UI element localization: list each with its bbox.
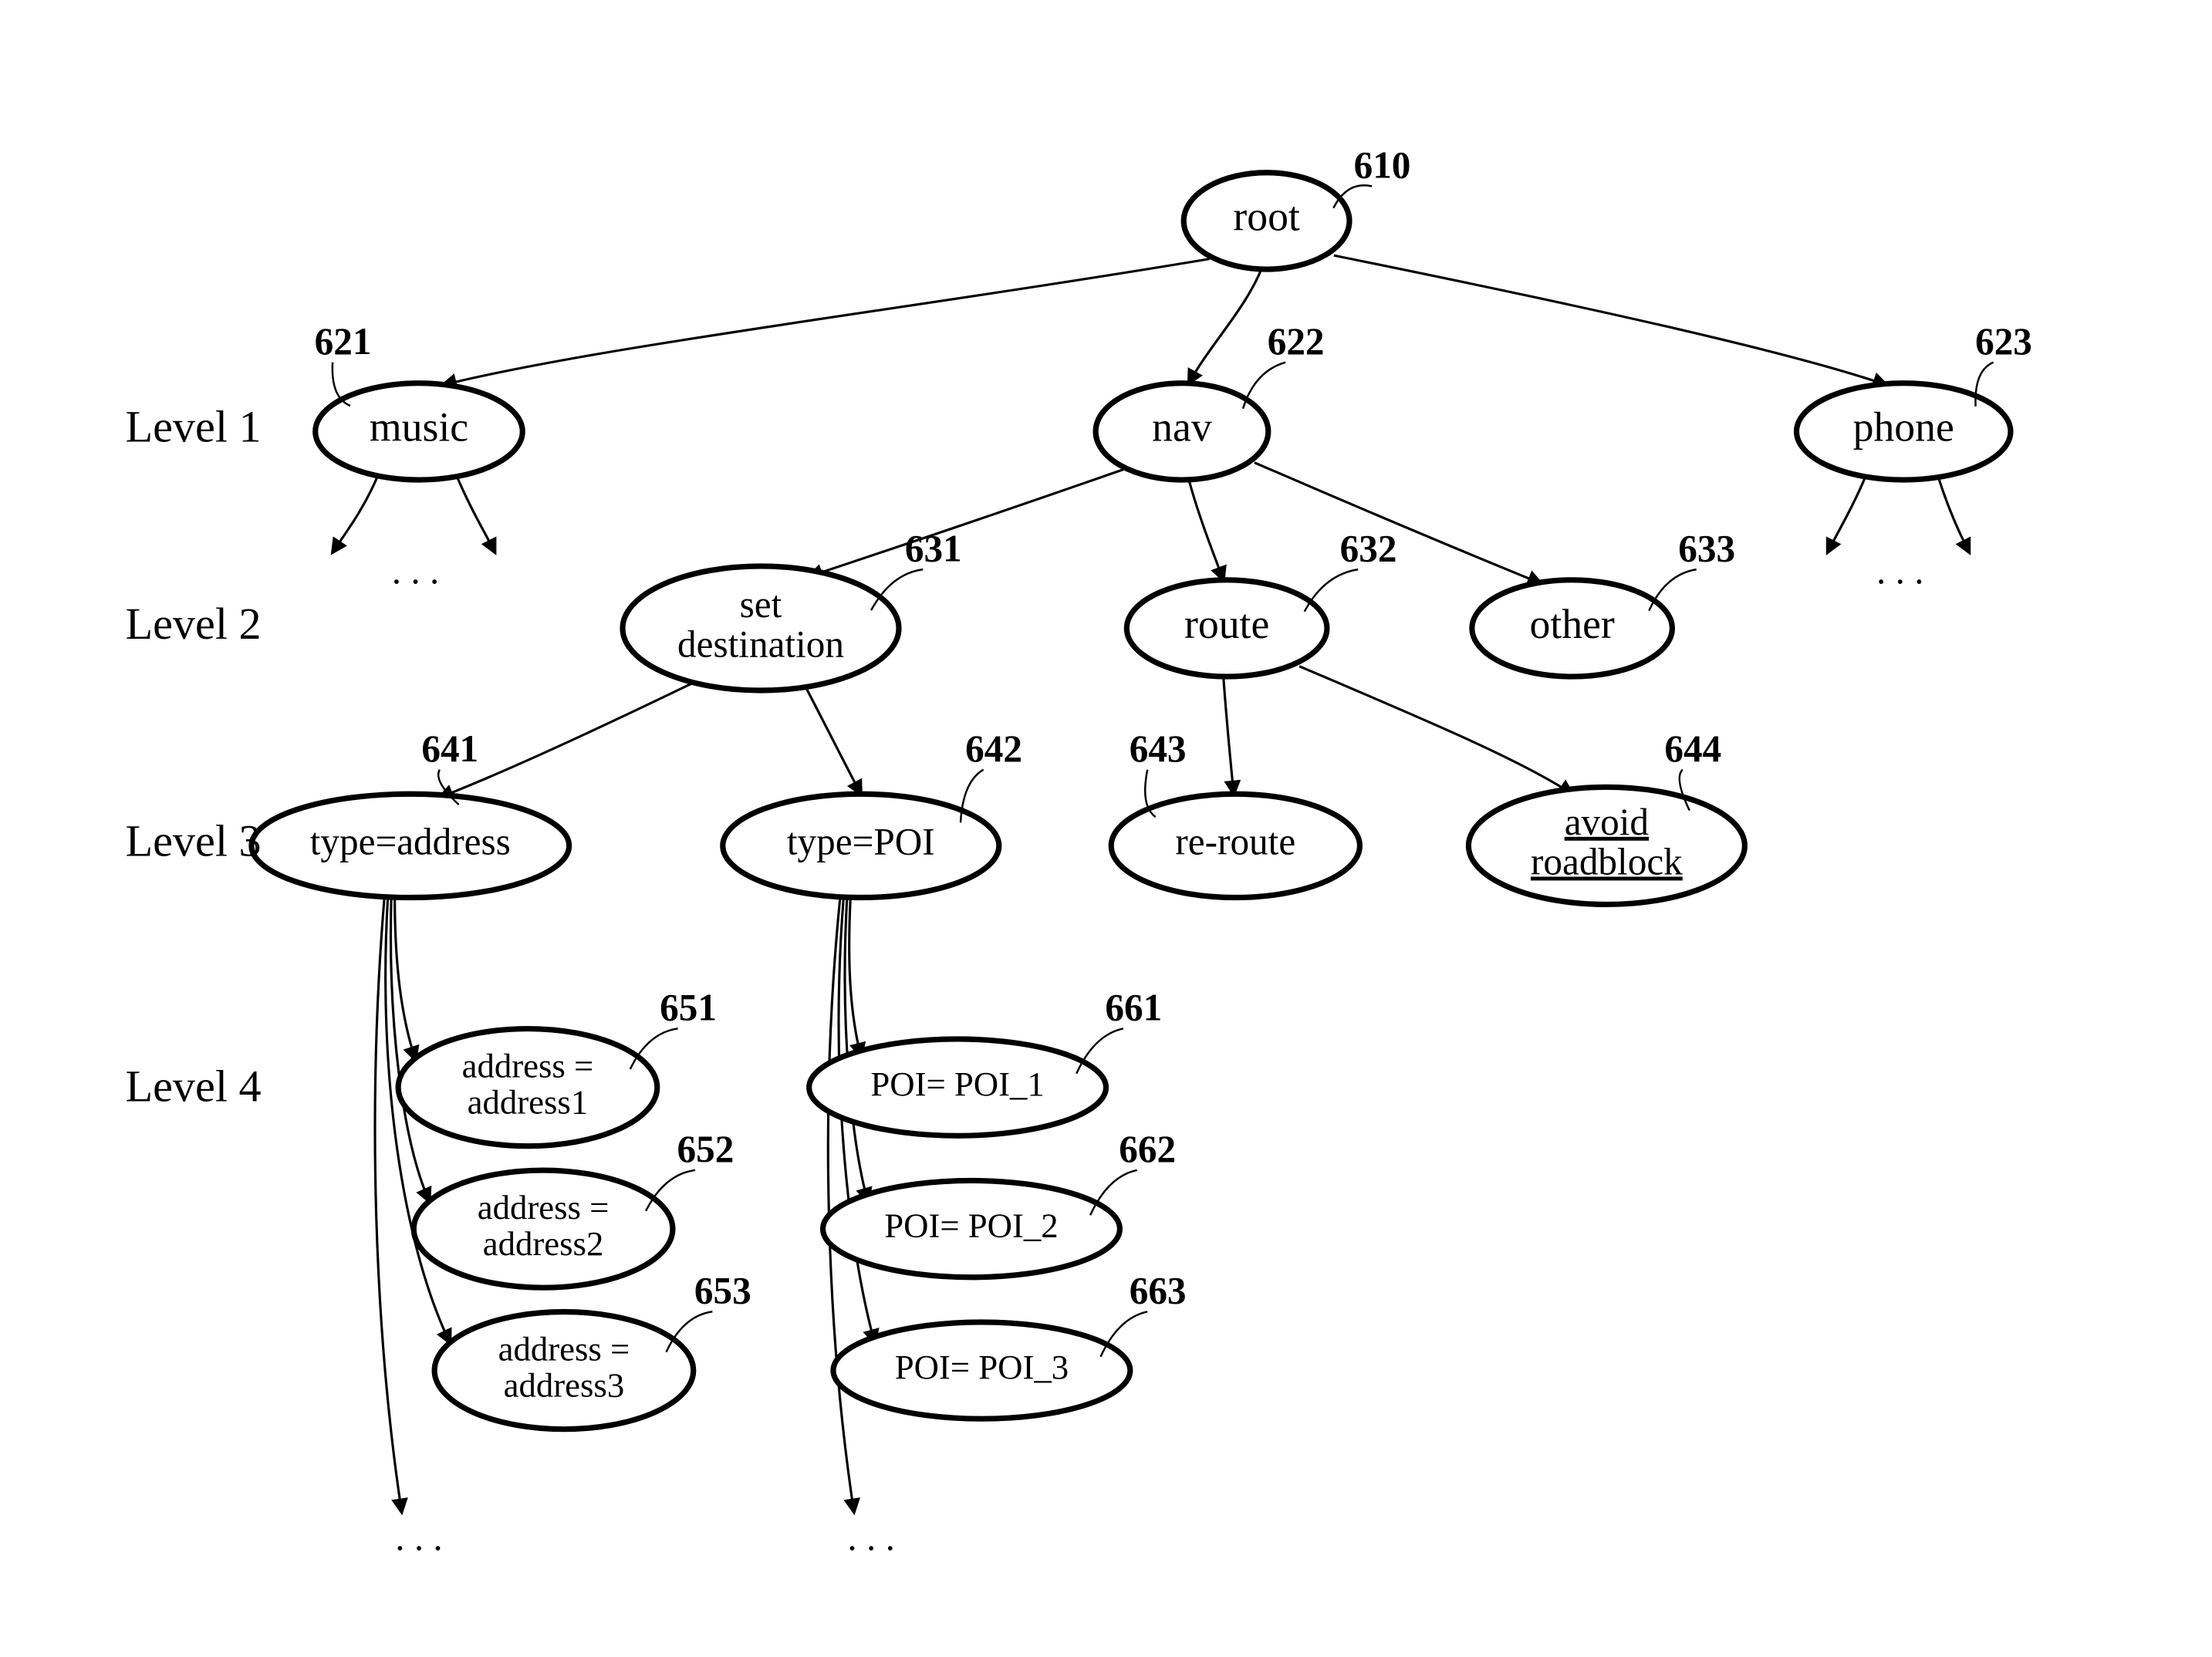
node-addr1-label-0: address = [462, 1046, 594, 1085]
ref-651: 651 [660, 986, 717, 1028]
node-route: route [1126, 580, 1327, 677]
node-poi2-label-0: POI= POI_2 [884, 1206, 1058, 1244]
edge-music-dots-l [333, 477, 377, 552]
ref-641: 641 [421, 727, 478, 770]
level-3: Level 3 [126, 816, 262, 866]
ellipsis-2: . . . [395, 1516, 443, 1558]
node-poi2: POI= POI_2 [823, 1180, 1120, 1277]
edge-setdest-tpoi [805, 687, 861, 795]
node-poi3: POI= POI_3 [833, 1322, 1130, 1419]
ellipsis-1: . . . [1876, 549, 1924, 592]
node-taddr: type=address [252, 794, 569, 897]
edge-nav-route [1189, 480, 1224, 580]
node-phone-label-0: phone [1853, 404, 1954, 451]
node-setdest: setdestination [623, 566, 899, 690]
node-root: root [1184, 173, 1349, 269]
node-addr2: address =address2 [414, 1170, 673, 1287]
node-music: music [316, 383, 522, 480]
node-setdest-label-0: set [740, 583, 782, 626]
node-avoid-label-0: avoid [1565, 801, 1650, 843]
node-taddr-label-0: type=address [310, 821, 511, 863]
ref-643: 643 [1130, 727, 1187, 770]
edge-tpoi-poi1 [849, 898, 861, 1057]
level-4: Level 4 [126, 1061, 262, 1111]
ref-661: 661 [1105, 986, 1162, 1028]
ellipsis-3: . . . [847, 1516, 895, 1558]
edge-music-dots-r [457, 477, 495, 552]
nodes: root music nav phone setdestination route othe… [252, 173, 2011, 1429]
node-addr1: address =address1 [398, 1029, 657, 1146]
ref-610: 610 [1354, 144, 1411, 187]
ref-663: 663 [1130, 1269, 1187, 1311]
node-addr3-label-0: address = [498, 1329, 630, 1368]
node-route-label-0: route [1184, 601, 1269, 647]
ellipsis-0: . . . [392, 549, 440, 592]
node-reroute-label-0: re-route [1175, 821, 1295, 863]
edge-root-music [443, 259, 1209, 385]
node-other: other [1472, 580, 1673, 677]
level-labels: Level 1 Level 2 Level 3 Level 4 [126, 402, 262, 1112]
node-avoid-label-1: roadblock [1531, 841, 1683, 883]
edge-route-avoid [1299, 667, 1572, 795]
ref-631: 631 [905, 527, 962, 569]
ref-632: 632 [1340, 527, 1397, 569]
edge-taddr-addrEnd [375, 898, 402, 1513]
ref-642: 642 [965, 727, 1022, 770]
node-poi3-label-0: POI= POI_3 [895, 1348, 1069, 1386]
node-setdest-label-1: destination [677, 623, 844, 666]
diagram-canvas: root music nav phone setdestination route othe… [0, 0, 2212, 1657]
node-tpoi-label-0: type=POI [787, 821, 935, 863]
edge-root-nav [1189, 269, 1261, 383]
node-nav-label-0: nav [1152, 404, 1212, 451]
node-addr3: address =address3 [434, 1312, 694, 1429]
node-nav: nav [1096, 383, 1268, 480]
ref-633: 633 [1678, 527, 1735, 569]
edge-route-reroute [1224, 677, 1234, 794]
edge-root-phone [1334, 255, 1886, 385]
node-addr1-label-1: address1 [468, 1082, 589, 1121]
edge-phone-dots-l2 [1828, 477, 1866, 552]
ref-652: 652 [677, 1128, 734, 1170]
node-poi1: POI= POI_1 [809, 1039, 1106, 1136]
ref-653: 653 [694, 1269, 751, 1311]
level-1: Level 1 [126, 402, 262, 452]
node-root-label-0: root [1233, 194, 1300, 240]
ref-662: 662 [1119, 1128, 1176, 1170]
node-addr2-label-1: address2 [483, 1224, 604, 1263]
ref-621: 621 [315, 320, 372, 363]
node-addr2-label-0: address = [478, 1188, 610, 1227]
node-avoid: avoidroadblock [1468, 787, 1744, 904]
ref-622: 622 [1268, 320, 1325, 363]
edge-taddr-addr1 [395, 898, 416, 1060]
edge-nav-other [1255, 463, 1541, 584]
edge-phone-dots-r2 [1938, 477, 1969, 552]
node-tpoi: type=POI [723, 794, 999, 897]
node-music-label-0: music [370, 404, 468, 451]
edge-nav-setdest [809, 470, 1123, 577]
node-addr3-label-1: address3 [504, 1365, 625, 1404]
node-other-label-0: other [1529, 601, 1614, 647]
ref-623: 623 [1975, 320, 2032, 363]
ref-644: 644 [1664, 727, 1721, 770]
level-2: Level 2 [126, 599, 262, 649]
node-poi1-label-0: POI= POI_1 [870, 1065, 1044, 1103]
node-phone: phone [1797, 383, 2011, 480]
